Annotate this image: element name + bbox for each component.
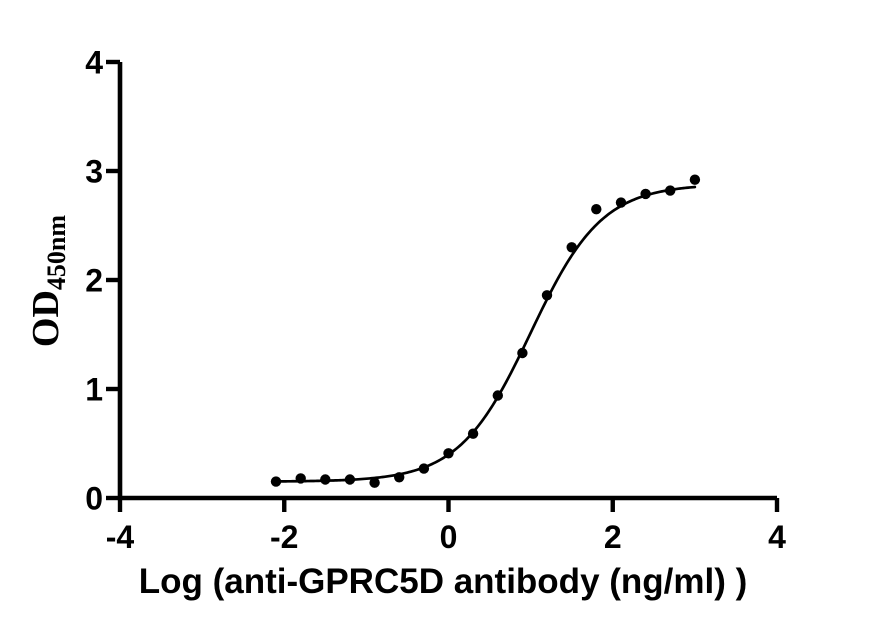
y-tick-label: 3 bbox=[85, 154, 103, 190]
fit-curve bbox=[273, 185, 697, 483]
fit-curve-path bbox=[273, 185, 697, 483]
data-point bbox=[270, 476, 282, 487]
y-tick-label: 2 bbox=[85, 263, 103, 299]
x-tick-label: 4 bbox=[768, 519, 786, 555]
data-point bbox=[394, 472, 405, 483]
data-point bbox=[320, 474, 331, 485]
y-tick-label: 4 bbox=[85, 45, 103, 81]
data-point bbox=[443, 448, 454, 459]
y-axis-label-main: OD bbox=[25, 290, 67, 347]
y-axis-label-subscript: 450nm bbox=[42, 215, 71, 290]
x-tick-label: -4 bbox=[106, 519, 135, 555]
x-axis-label: Log (anti-GPRC5D antibody (ng/ml) ) bbox=[139, 562, 748, 601]
data-point bbox=[665, 185, 676, 196]
data-points bbox=[270, 174, 701, 488]
data-point bbox=[467, 428, 479, 439]
y-tick-label: 0 bbox=[85, 481, 103, 517]
tick-labels: -4 -2 0 2 4 0 1 2 3 4 bbox=[85, 45, 786, 556]
data-point bbox=[541, 290, 553, 301]
data-point bbox=[517, 347, 528, 359]
x-tick-label: -2 bbox=[270, 519, 298, 555]
data-point bbox=[418, 463, 430, 474]
axis-spine bbox=[117, 62, 777, 501]
data-point bbox=[689, 174, 701, 185]
data-point bbox=[640, 188, 651, 200]
y-tick-label: 1 bbox=[85, 372, 103, 408]
data-point bbox=[566, 242, 577, 253]
data-point bbox=[344, 474, 356, 485]
axes bbox=[106, 59, 780, 512]
data-point bbox=[492, 390, 503, 401]
x-tick-label: 0 bbox=[440, 519, 458, 555]
data-point bbox=[591, 204, 602, 215]
data-point bbox=[369, 477, 380, 488]
data-point bbox=[295, 473, 306, 484]
y-axis-label: OD450nm bbox=[25, 215, 71, 347]
x-tick-label: 2 bbox=[604, 519, 622, 555]
data-point bbox=[615, 197, 627, 208]
